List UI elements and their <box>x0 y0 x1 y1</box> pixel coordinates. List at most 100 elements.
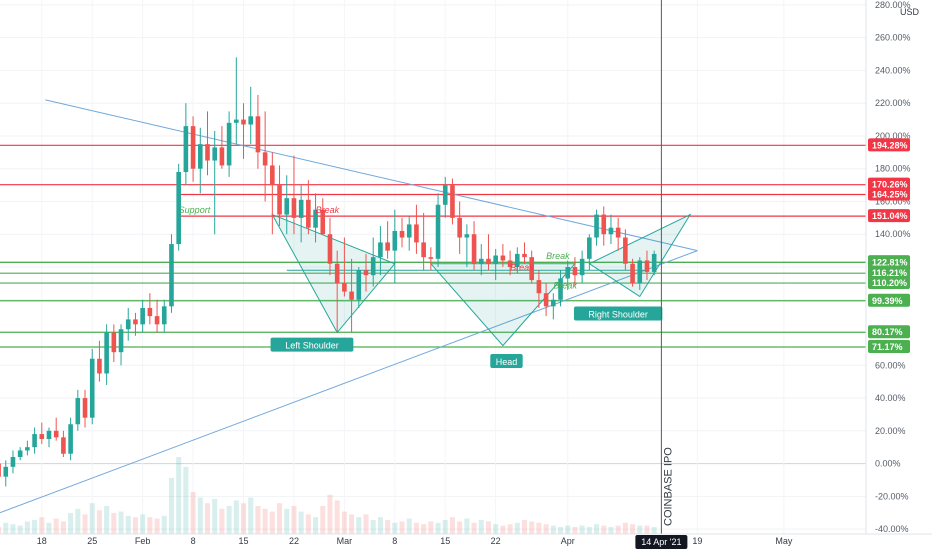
pattern-label: Left Shoulder <box>285 341 339 351</box>
volume-bar <box>248 497 254 534</box>
x-tick-label: 15 <box>440 536 450 546</box>
volume-bar <box>53 518 59 534</box>
candle-body <box>17 450 23 458</box>
level-price-tag <box>868 276 910 290</box>
candle-body <box>392 230 398 251</box>
y-tick-label: 0.00% <box>875 459 901 469</box>
crosshair-date-label: 14 Apr '21 <box>641 537 681 547</box>
candle-body <box>421 242 426 258</box>
annotation-text: Break <box>316 205 340 215</box>
volume-bar <box>385 520 391 534</box>
volume-bar <box>233 500 239 534</box>
volume-bar <box>341 511 347 534</box>
volume-bar <box>637 525 643 534</box>
candle-body <box>10 457 16 467</box>
y-tick-label: 240.00% <box>875 65 911 75</box>
volume-bar <box>262 508 268 534</box>
volume-bar <box>442 520 448 534</box>
volume-bar <box>75 508 81 534</box>
candle-body <box>183 126 189 172</box>
candle-body <box>579 258 585 276</box>
candle-body <box>190 126 196 169</box>
y-tick-label: 180.00% <box>875 164 911 174</box>
x-tick-label: 18 <box>37 536 47 546</box>
candle-body <box>46 430 52 439</box>
volume-bar <box>579 525 585 534</box>
y-tick-label: 60.00% <box>875 360 906 370</box>
volume-bar <box>298 511 304 534</box>
level-price-tag <box>868 339 910 353</box>
candle-body <box>125 319 131 330</box>
volume-bar <box>507 524 513 534</box>
volume-bar <box>601 525 607 534</box>
volume-bar <box>212 499 218 534</box>
y-tick-label: 140.00% <box>875 229 911 239</box>
volume-bar <box>349 514 355 534</box>
volume-bar <box>594 524 600 534</box>
candle-body <box>601 214 607 235</box>
currency-label: USD <box>900 7 920 17</box>
volume-bar <box>132 517 138 534</box>
volume-bar <box>68 513 74 534</box>
volume-bar <box>521 520 528 534</box>
candle-body <box>644 260 650 272</box>
volume-bar <box>428 521 434 534</box>
volume-bar <box>356 517 362 534</box>
annotations: Support Break Break Break Break Left Shoulder… <box>179 205 663 369</box>
volume-bar <box>493 524 499 534</box>
candle-body <box>529 257 535 281</box>
x-tick-label: 8 <box>191 536 196 546</box>
candle-body <box>651 253 657 272</box>
volume-bar <box>183 466 189 534</box>
level-price-tag <box>868 325 910 339</box>
candle-body <box>342 283 347 292</box>
candle-body <box>349 291 354 300</box>
level-price-tag <box>868 266 910 280</box>
volume-bar <box>586 527 592 534</box>
x-tick-label: 25 <box>87 536 97 546</box>
volume-bar <box>449 517 455 534</box>
y-tick-label: -40.00% <box>875 524 909 534</box>
candle-body <box>277 185 282 215</box>
x-tick-label: 19 <box>692 536 702 546</box>
x-tick-label: 22 <box>491 536 501 546</box>
volume-bar <box>240 503 247 534</box>
candle-body <box>565 267 571 279</box>
candle-body <box>572 267 578 276</box>
x-tick-label: 15 <box>239 536 249 546</box>
volume-bar <box>125 515 131 534</box>
level-price-tag <box>868 187 910 201</box>
volume-bar <box>24 521 30 534</box>
volume-bar <box>529 521 535 534</box>
candle-body <box>442 185 448 205</box>
candle-body <box>522 253 527 258</box>
volume-bar <box>435 522 441 534</box>
candle-body <box>219 147 225 166</box>
level-price-label: 110.20% <box>872 278 907 288</box>
candle-body <box>241 119 246 125</box>
candle-body <box>75 398 81 425</box>
candle-body <box>594 214 599 238</box>
volume-bar <box>377 517 383 534</box>
candle-body <box>82 398 88 418</box>
candle-body <box>378 242 383 258</box>
volume-bar <box>399 521 405 534</box>
volume-bar <box>291 506 297 534</box>
volume-bar <box>421 524 427 534</box>
annotation-text: Break <box>546 251 570 261</box>
x-tick-label: Apr <box>561 536 575 546</box>
candle-body <box>507 260 513 267</box>
volume-bar <box>219 508 225 534</box>
volume-bar <box>96 510 102 534</box>
candle-body <box>558 278 563 300</box>
candle-body <box>176 171 181 245</box>
crosshair: COINBASE IPO 14 Apr '21 <box>635 0 688 549</box>
y-tick-label: 40.00% <box>875 393 906 403</box>
volume-bar <box>111 513 117 534</box>
candle-body <box>637 260 643 284</box>
volume-bar <box>39 517 45 534</box>
annotation-text: Break <box>553 280 577 290</box>
volume-bar <box>471 522 477 534</box>
